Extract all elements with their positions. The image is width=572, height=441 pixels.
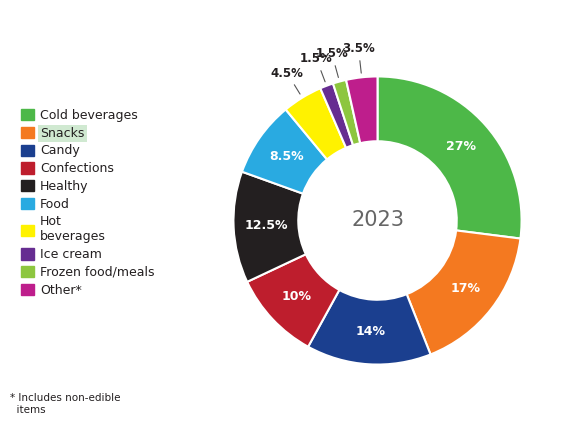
Legend: Cold beverages, Snacks, Candy, Confections, Healthy, Food, Hot
beverages, Ice cr: Cold beverages, Snacks, Candy, Confectio… <box>16 104 160 302</box>
Wedge shape <box>233 172 306 282</box>
Text: 3.5%: 3.5% <box>342 42 375 73</box>
Text: 27%: 27% <box>446 140 476 153</box>
Text: 14%: 14% <box>356 325 386 338</box>
Text: 2023: 2023 <box>351 210 404 231</box>
Wedge shape <box>320 83 353 148</box>
Wedge shape <box>285 88 346 160</box>
Wedge shape <box>333 80 360 145</box>
Text: 17%: 17% <box>451 282 480 295</box>
Text: 4.5%: 4.5% <box>271 67 304 94</box>
Wedge shape <box>346 76 378 143</box>
Wedge shape <box>247 254 339 347</box>
Text: 12.5%: 12.5% <box>244 219 288 232</box>
Text: 10%: 10% <box>281 291 311 303</box>
Wedge shape <box>242 109 327 194</box>
Text: 1.5%: 1.5% <box>300 52 333 82</box>
Text: 8.5%: 8.5% <box>269 150 304 163</box>
Wedge shape <box>407 231 521 355</box>
Text: 1.5%: 1.5% <box>316 47 348 78</box>
Text: * Includes non-edible
  items: * Includes non-edible items <box>10 393 121 415</box>
Wedge shape <box>308 290 431 365</box>
Wedge shape <box>378 76 522 239</box>
